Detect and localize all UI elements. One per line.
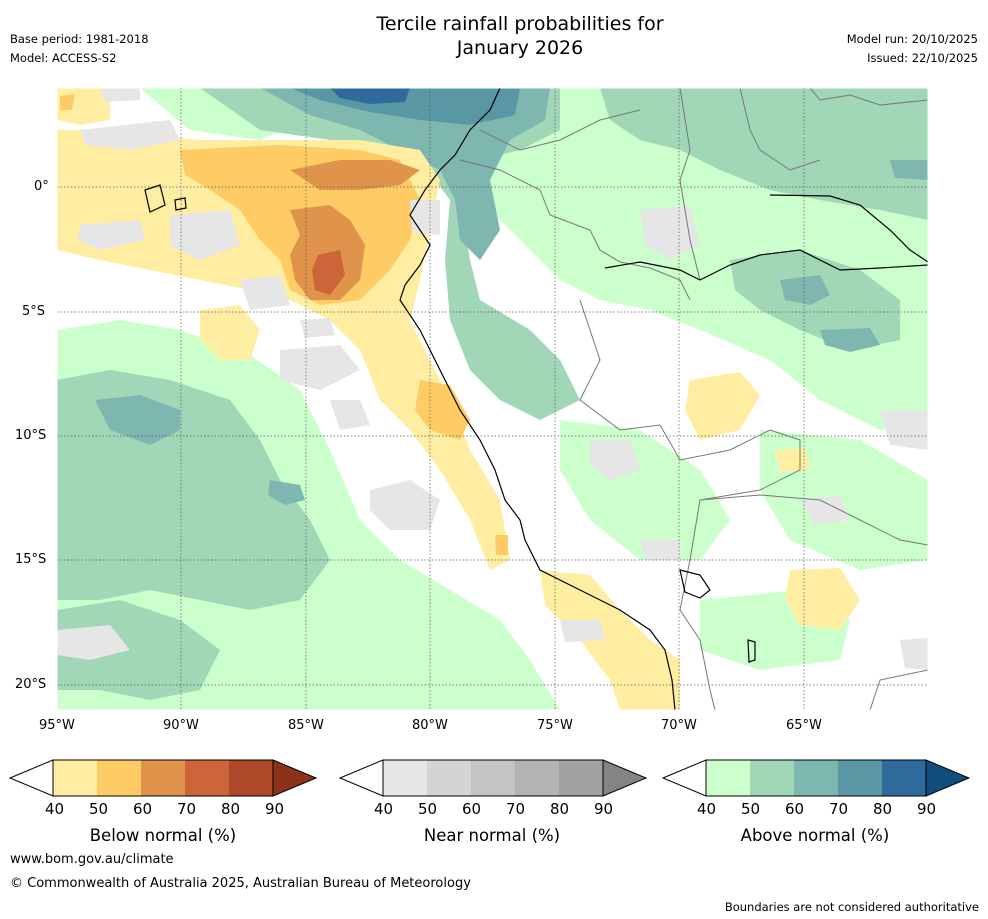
map-field <box>57 88 928 710</box>
border-colombia-ecuador <box>479 109 641 151</box>
below-normal-70-80-region <box>312 250 345 295</box>
colorbar-above-swatch-4 <box>882 760 926 796</box>
copyright: © Commonwealth of Australia 2025, Austra… <box>10 876 471 891</box>
bom-url-link[interactable]: www.bom.gov.au/climate <box>10 852 174 867</box>
lon-label-90w: 90°W <box>163 718 199 733</box>
map-frame <box>56 87 929 711</box>
colorbar-near-outline <box>382 759 604 797</box>
border-chile-bolivia <box>679 609 716 710</box>
below-tick-40: 40 <box>45 800 65 818</box>
above-normal-60-70-region <box>95 88 928 505</box>
colorbar-above <box>661 759 971 797</box>
graticule <box>57 88 928 710</box>
near-tick-40: 40 <box>374 800 394 818</box>
colorbar-above-low-extend <box>661 759 707 797</box>
below-normal-60-70-region <box>290 160 420 300</box>
lat-label-0: 0° <box>34 179 49 194</box>
map-title: Tercile rainfall probabilities for Janua… <box>0 12 988 60</box>
colorbar-below-swatch-3 <box>185 760 229 796</box>
lon-label-95w: 95°W <box>39 718 75 733</box>
colorbar-above-swatch-1 <box>750 760 794 796</box>
below-tick-70: 70 <box>177 800 197 818</box>
border-venezuela-brazil <box>739 88 821 171</box>
colorbar-below-swatch-1 <box>97 760 141 796</box>
near-tick-90: 90 <box>594 800 614 818</box>
base-period: Base period: 1981-2018 <box>10 32 149 46</box>
colorbar-below-high-extend <box>272 759 318 797</box>
near-tick-60: 60 <box>462 800 482 818</box>
border-ecuador-peru <box>459 159 691 301</box>
above-normal-label: Above normal (%) <box>740 826 890 845</box>
title-line-1: Tercile rainfall probabilities for <box>376 13 664 35</box>
lon-label-70w: 70°W <box>661 718 697 733</box>
border-colombia-venezuela <box>679 88 701 281</box>
galapagos-santa-cruz <box>174 197 187 211</box>
near-tick-80: 80 <box>550 800 570 818</box>
lat-label-20s: 20°S <box>15 677 47 692</box>
colorbar-below-swatch-4 <box>229 760 273 796</box>
colorbar-below <box>8 759 318 797</box>
colorbar-above-high-extend <box>925 759 971 797</box>
near-normal-40-50-region <box>57 88 928 670</box>
issued-date: Issued: 22/10/2025 <box>867 51 978 65</box>
coastline <box>144 88 928 710</box>
lon-label-80w: 80°W <box>412 718 448 733</box>
pacific-coastline <box>399 88 676 710</box>
above-normal-80-90-region <box>330 88 410 104</box>
colorbar-near-swatch-1 <box>427 760 471 796</box>
salar-uyuni <box>747 639 756 663</box>
lon-label-75w: 75°W <box>537 718 573 733</box>
above-tick-40: 40 <box>697 800 717 818</box>
colorbar-near <box>338 759 648 797</box>
above-tick-80: 80 <box>873 800 893 818</box>
colorbar-near-swatch-0 <box>383 760 427 796</box>
model-run: Model run: 20/10/2025 <box>846 32 978 46</box>
lat-label-10s: 10°S <box>15 428 47 443</box>
colorbar-near-low-extend <box>338 759 384 797</box>
below-tick-60: 60 <box>133 800 153 818</box>
colorbar-below-swatch-0 <box>53 760 97 796</box>
lat-label-15s: 15°S <box>15 552 47 567</box>
colorbar-near-swatch-4 <box>559 760 603 796</box>
border-guyana <box>809 88 928 106</box>
below-normal-label: Below normal (%) <box>89 826 237 845</box>
colorbars <box>8 759 971 797</box>
below-tick-80: 80 <box>221 800 241 818</box>
title-line-2: January 2026 <box>456 37 584 59</box>
below-tick-50: 50 <box>89 800 109 818</box>
colorbar-below-low-extend <box>8 759 54 797</box>
amazon-river <box>604 249 928 281</box>
lat-label-5s: 5°S <box>22 304 46 319</box>
lake-titicaca <box>679 569 711 599</box>
border-peru-brazil-bolivia <box>579 299 801 611</box>
colorbar-near-swatch-3 <box>515 760 559 796</box>
colorbar-above-swatch-3 <box>838 760 882 796</box>
below-tick-90: 90 <box>265 800 285 818</box>
near-tick-50: 50 <box>418 800 438 818</box>
above-tick-70: 70 <box>829 800 849 818</box>
colorbar-above-swatch-0 <box>706 760 750 796</box>
above-tick-60: 60 <box>785 800 805 818</box>
country-borders <box>459 88 928 710</box>
boundaries-disclaimer: Boundaries are not considered authoritat… <box>724 900 979 914</box>
colorbar-near-swatch-2 <box>471 760 515 796</box>
colorbar-below-outline <box>52 759 274 797</box>
colorbar-below-swatch-2 <box>141 760 185 796</box>
galapagos-isabela <box>144 184 166 213</box>
near-normal-label: Near normal (%) <box>423 826 561 845</box>
above-tick-50: 50 <box>741 800 761 818</box>
model-name: Model: ACCESS-S2 <box>10 51 117 65</box>
colorbar-above-swatch-2 <box>794 760 838 796</box>
lon-label-65w: 65°W <box>786 718 822 733</box>
rio-negro <box>769 194 928 263</box>
colorbar-near-high-extend <box>602 759 648 797</box>
colorbar-above-outline <box>705 759 927 797</box>
near-tick-70: 70 <box>506 800 526 818</box>
border-bolivia-brazil <box>699 494 928 546</box>
above-tick-90: 90 <box>917 800 937 818</box>
border-paraguay <box>869 669 928 710</box>
lon-label-85w: 85°W <box>288 718 324 733</box>
